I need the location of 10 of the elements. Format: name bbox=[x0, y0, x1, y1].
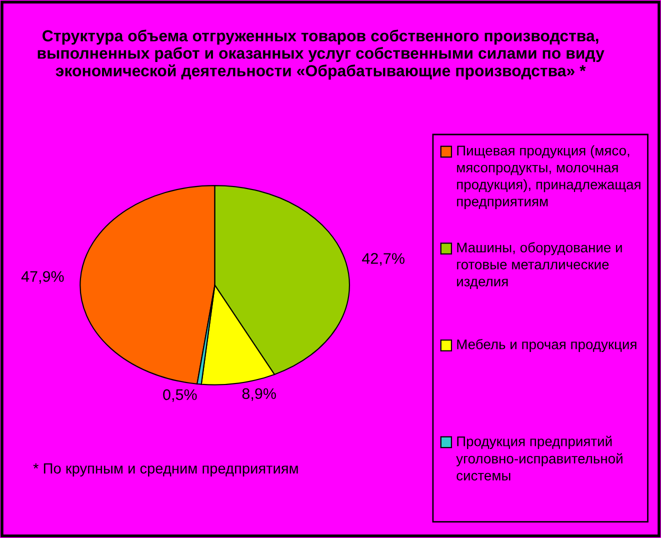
data-label: 0,5% bbox=[163, 389, 197, 402]
chart-title: Структура объема отгруженных товаров собственного производства, выполненных работ и оказанных услуг собственными силами по виду экономической деятельности «Обрабатывающие производства» * bbox=[38, 30, 604, 80]
legend-label: Машины, оборудование и готовые металлические изделия bbox=[457, 242, 622, 289]
legend-label: Продукция предприятий уголовно-исправительной системы bbox=[456, 436, 622, 481]
data-label: 8,9% bbox=[242, 388, 276, 401]
legend-label: Пищевая продукция (мясо, мясопродукты, молочная продукция), принадлежащая предприятиям bbox=[457, 145, 640, 210]
data-label: 47,9% bbox=[21, 271, 64, 284]
data-label: 42,7% bbox=[362, 253, 404, 266]
text: * По крупным и средним предприятиям bbox=[33, 463, 298, 476]
legend-label: Мебель и прочая продукция bbox=[457, 338, 636, 352]
